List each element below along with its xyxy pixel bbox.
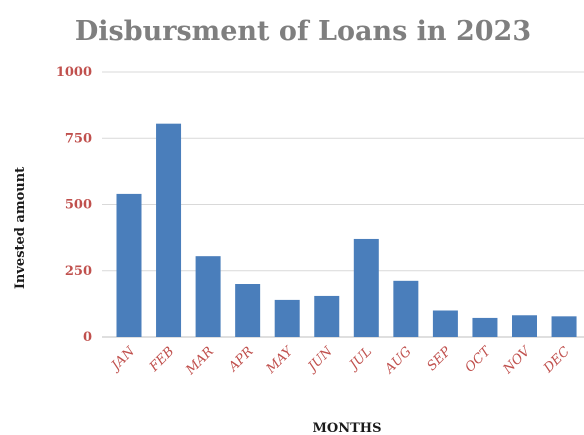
x-tick-label: JUL [345, 344, 375, 374]
x-tick-label: JUN [303, 344, 336, 377]
bar-nov [512, 315, 537, 337]
bar-mar [195, 256, 221, 337]
x-tick-label: JAN [107, 344, 139, 376]
bar-sep [432, 310, 458, 337]
x-axis-ticks: JAN FEB MAR APR MAY JUN JUL AUG SEP OCT NOV DEC [107, 343, 573, 378]
gridlines [102, 71, 584, 338]
x-axis-label: MONTHS [313, 421, 382, 435]
x-tick-label: AUG [382, 344, 415, 377]
bar-may [274, 299, 300, 337]
bars [116, 123, 577, 337]
y-axis-ticks: 0 250 500 750 1000 [56, 65, 92, 345]
y-tick-label: 0 [83, 330, 92, 345]
bar-jun [314, 295, 340, 337]
x-tick-label: MAY [263, 343, 297, 377]
bar-jul [353, 238, 379, 337]
y-tick-label: 250 [65, 264, 92, 279]
bar-apr [235, 284, 261, 337]
x-tick-label: APR [225, 344, 256, 375]
x-tick-label: DEC [540, 344, 572, 376]
x-tick-label: MAR [183, 344, 217, 378]
x-tick-label: OCT [462, 343, 494, 375]
bar-jan [116, 193, 142, 337]
x-tick-label: FEB [146, 344, 177, 375]
bar-feb [156, 123, 182, 337]
bar-dec [551, 316, 577, 337]
y-tick-label: 500 [65, 198, 92, 213]
y-tick-label: 1000 [56, 65, 92, 80]
chart-title: Disbursment of Loans in 2023 [75, 16, 531, 47]
x-tick-label: NOV [500, 343, 535, 378]
bar-oct [472, 317, 498, 337]
x-tick-label: SEP [424, 344, 454, 374]
y-axis-label: Invested amount [13, 167, 28, 289]
y-tick-label: 750 [65, 131, 92, 146]
bar-aug [393, 280, 419, 337]
